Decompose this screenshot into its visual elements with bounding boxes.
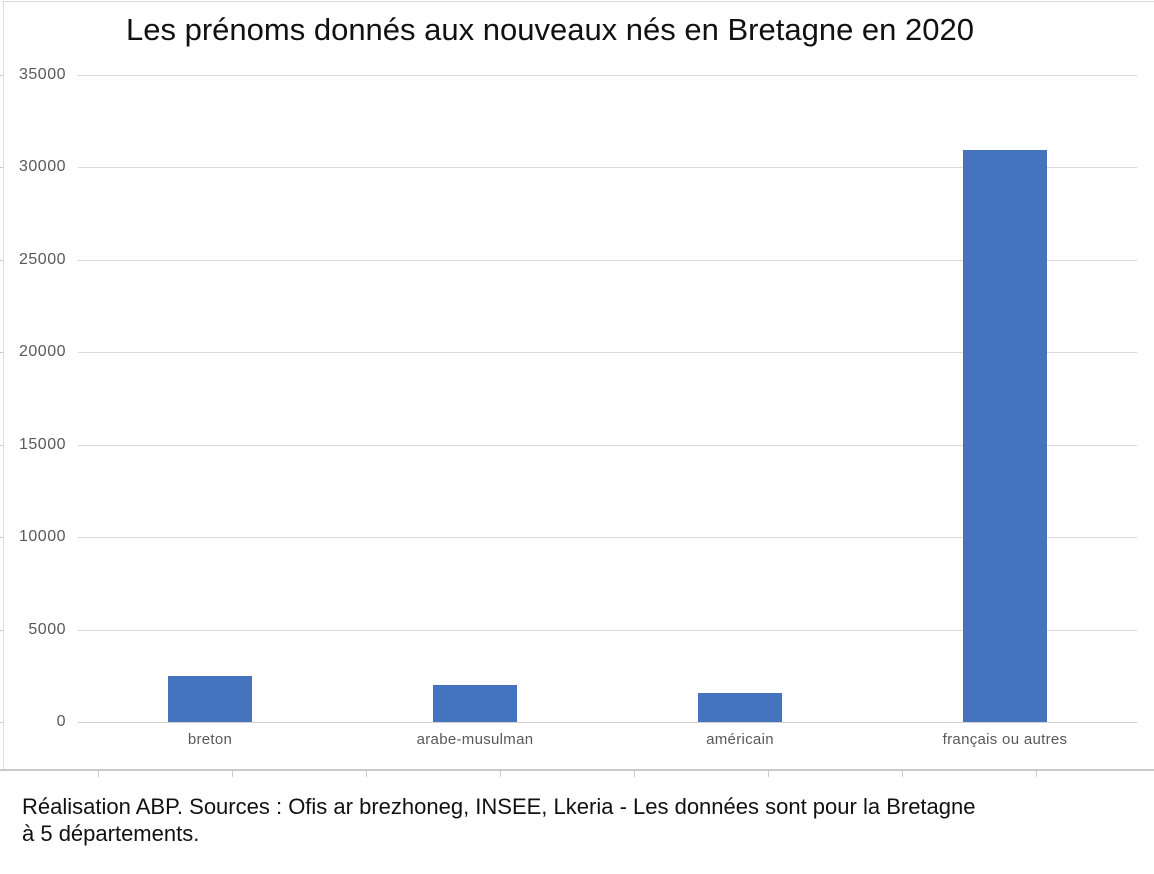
chart-border-left [3, 1, 4, 770]
y-axis-label-20000: 20000 [19, 343, 66, 361]
ruler-tick [232, 771, 233, 777]
ruler-tick [500, 771, 501, 777]
y-axis-label-25000: 25000 [19, 250, 66, 268]
left-axis-tick [0, 259, 3, 261]
y-axis-label-5000: 5000 [28, 620, 66, 638]
left-axis-tick [0, 629, 3, 631]
bar-français-ou-autres [963, 150, 1047, 722]
y-axis-label-15000: 15000 [19, 435, 66, 453]
left-axis-tick [0, 167, 3, 169]
x-axis-label-breton: breton [187, 731, 233, 748]
left-axis-tick [0, 352, 3, 354]
chart-border-top [2, 1, 1154, 2]
left-axis-tick [0, 75, 3, 76]
gridline-25000 [78, 259, 1137, 261]
gridline-10000 [78, 537, 1137, 539]
left-axis-tick [0, 537, 3, 539]
gridline-15000 [78, 444, 1137, 446]
x-axis-label-français-ou-autres: français ou autres [942, 731, 1068, 748]
left-axis-tick [0, 722, 3, 723]
left-axis-tick [0, 444, 3, 446]
gridline-30000 [78, 167, 1137, 169]
y-axis-label-35000: 35000 [19, 66, 66, 83]
ruler-tick [768, 771, 769, 777]
x-axis-label-arabe-musulman: arabe-musulman [416, 731, 534, 748]
chart-title: Les prénoms donnés aux nouveaux nés en B… [126, 12, 974, 47]
x-axis-label-américain: américain [706, 731, 774, 748]
ruler-tick [634, 771, 635, 777]
bar-arabe-musulman [433, 685, 517, 722]
bottom-ruler-line [0, 769, 1154, 771]
plot-area [78, 75, 1137, 723]
ruler-tick [1036, 771, 1037, 777]
caption-line-2: à 5 départements. [22, 821, 200, 846]
y-axis-label-30000: 30000 [19, 158, 66, 176]
gridline-0 [78, 722, 1137, 723]
ruler-tick [902, 771, 903, 777]
bar-breton [168, 676, 252, 722]
gridline-20000 [78, 352, 1137, 354]
y-axis-label-0: 0 [56, 713, 66, 730]
gridline-35000 [78, 75, 1137, 76]
ruler-tick [366, 771, 367, 777]
ruler-tick [98, 771, 99, 777]
bar-américain [698, 693, 782, 722]
y-axis-label-10000: 10000 [19, 528, 66, 546]
caption-line-1: Réalisation ABP. Sources : Ofis ar brezh… [22, 794, 976, 819]
gridline-5000 [78, 629, 1137, 631]
source-caption: Réalisation ABP. Sources : Ofis ar brezh… [22, 793, 1112, 847]
